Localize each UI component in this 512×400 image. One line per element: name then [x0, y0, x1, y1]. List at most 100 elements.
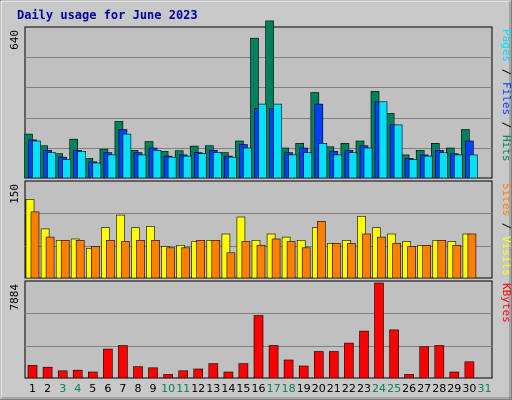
series-legend-label: Sites / Visits	[500, 183, 512, 276]
bar-kbytes-4	[72, 369, 83, 379]
x-tick-26: 26	[402, 382, 416, 395]
y-max-label: 7884	[8, 284, 21, 311]
bar-kbytes-26	[404, 374, 414, 379]
bar-sites-30	[467, 233, 477, 279]
legend-part: /	[500, 216, 512, 236]
chart-title: Daily usage for June 2023	[17, 8, 198, 22]
bar-kbytes-22	[344, 342, 354, 379]
legend-part: /	[500, 115, 512, 135]
legend-part: Files	[500, 82, 512, 115]
x-tick-17: 17	[267, 382, 281, 395]
bar-kbytes-27	[419, 346, 430, 379]
bar-sites-26	[407, 246, 416, 279]
x-tick-6: 6	[104, 382, 111, 395]
bar-pages-20	[318, 143, 328, 179]
bar-pages-15	[243, 147, 252, 179]
bar-kbytes-7	[118, 345, 128, 379]
bar-kbytes-11	[178, 370, 188, 379]
bar-kbytes-23	[359, 330, 369, 379]
bar-pages-30	[469, 154, 478, 179]
bar-pages-19	[303, 152, 313, 179]
x-tick-18: 18	[282, 382, 296, 395]
x-tick-1: 1	[29, 382, 36, 395]
bar-kbytes-5	[88, 371, 98, 379]
bar-sites-2	[45, 236, 55, 279]
x-tick-24: 24	[372, 382, 386, 395]
x-tick-12: 12	[191, 382, 205, 395]
bar-sites-17	[271, 238, 281, 279]
bar-pages-7	[122, 133, 132, 179]
bar-pages-22	[348, 152, 358, 179]
panel-visits-sites: 150 Sites / Visits	[8, 180, 512, 279]
x-tick-25: 25	[387, 382, 401, 395]
legend-part: KBytes	[500, 283, 512, 323]
panel-hits-files-pages: 640 Pages / Files / Hits	[8, 20, 512, 179]
bar-kbytes-21	[328, 351, 339, 379]
bar-pages-23	[363, 147, 373, 179]
x-tick-16: 16	[252, 382, 266, 395]
x-tick-31: 31	[478, 382, 492, 395]
bar-pages-25	[393, 124, 403, 179]
x-tick-23: 23	[357, 382, 371, 395]
x-tick-5: 5	[89, 382, 96, 395]
bar-sites-25	[392, 243, 401, 279]
y-max-label: 150	[8, 184, 21, 204]
bar-sites-4	[75, 240, 85, 279]
bar-kbytes-24	[374, 282, 384, 379]
bar-kbytes-28	[434, 345, 445, 379]
bar-pages-3	[62, 159, 72, 179]
bar-kbytes-14	[223, 371, 234, 379]
bar-kbytes-20	[313, 351, 324, 379]
x-tick-8: 8	[135, 382, 142, 395]
bar-pages-2	[47, 152, 56, 179]
bar-pages-21	[333, 154, 343, 179]
bar-kbytes-16	[253, 315, 264, 379]
x-tick-10: 10	[161, 382, 175, 395]
bar-pages-4	[77, 151, 86, 179]
bar-sites-6	[106, 240, 115, 279]
series-legend-label: Pages / Files / Hits	[500, 29, 512, 162]
bar-sites-27	[422, 245, 432, 279]
legend-part: Visits	[500, 236, 512, 276]
bar-sites-23	[362, 233, 371, 279]
bar-sites-28	[437, 240, 447, 279]
bar-kbytes-10	[163, 374, 173, 379]
bar-kbytes-25	[389, 329, 399, 379]
bar-kbytes-2	[42, 366, 53, 379]
bar-pages-9	[152, 150, 162, 179]
bar-sites-3	[60, 240, 70, 279]
bar-kbytes-1	[27, 365, 38, 379]
x-tick-19: 19	[297, 382, 311, 395]
bar-pages-5	[92, 162, 102, 179]
x-tick-2: 2	[44, 382, 51, 395]
bar-sites-15	[241, 241, 251, 279]
bar-sites-11	[181, 247, 190, 279]
bar-sites-7	[121, 241, 130, 279]
bar-kbytes-6	[103, 348, 113, 379]
bar-sites-29	[452, 245, 462, 279]
y-max-label: 640	[8, 30, 21, 50]
bar-kbytes-29	[449, 371, 460, 379]
bar-sites-14	[226, 252, 236, 279]
bar-sites-5	[91, 246, 100, 279]
x-tick-30: 30	[462, 382, 476, 395]
x-tick-28: 28	[432, 382, 446, 395]
bar-sites-9	[151, 240, 160, 279]
bar-sites-1	[30, 211, 40, 279]
bar-pages-17	[273, 103, 282, 179]
bar-sites-19	[301, 247, 311, 279]
bar-sites-16	[256, 245, 266, 279]
x-tick-29: 29	[447, 382, 461, 395]
panel-kbytes: 7884 KBytes	[8, 280, 512, 379]
bar-kbytes-17	[268, 345, 279, 379]
x-tick-15: 15	[236, 382, 250, 395]
x-tick-3: 3	[59, 382, 66, 395]
bar-kbytes-13	[208, 363, 219, 379]
bar-kbytes-12	[193, 368, 203, 379]
x-tick-21: 21	[327, 382, 341, 395]
bar-pages-8	[137, 154, 147, 179]
bar-kbytes-3	[57, 370, 68, 379]
bar-pages-29	[453, 154, 463, 179]
x-tick-11: 11	[176, 382, 190, 395]
